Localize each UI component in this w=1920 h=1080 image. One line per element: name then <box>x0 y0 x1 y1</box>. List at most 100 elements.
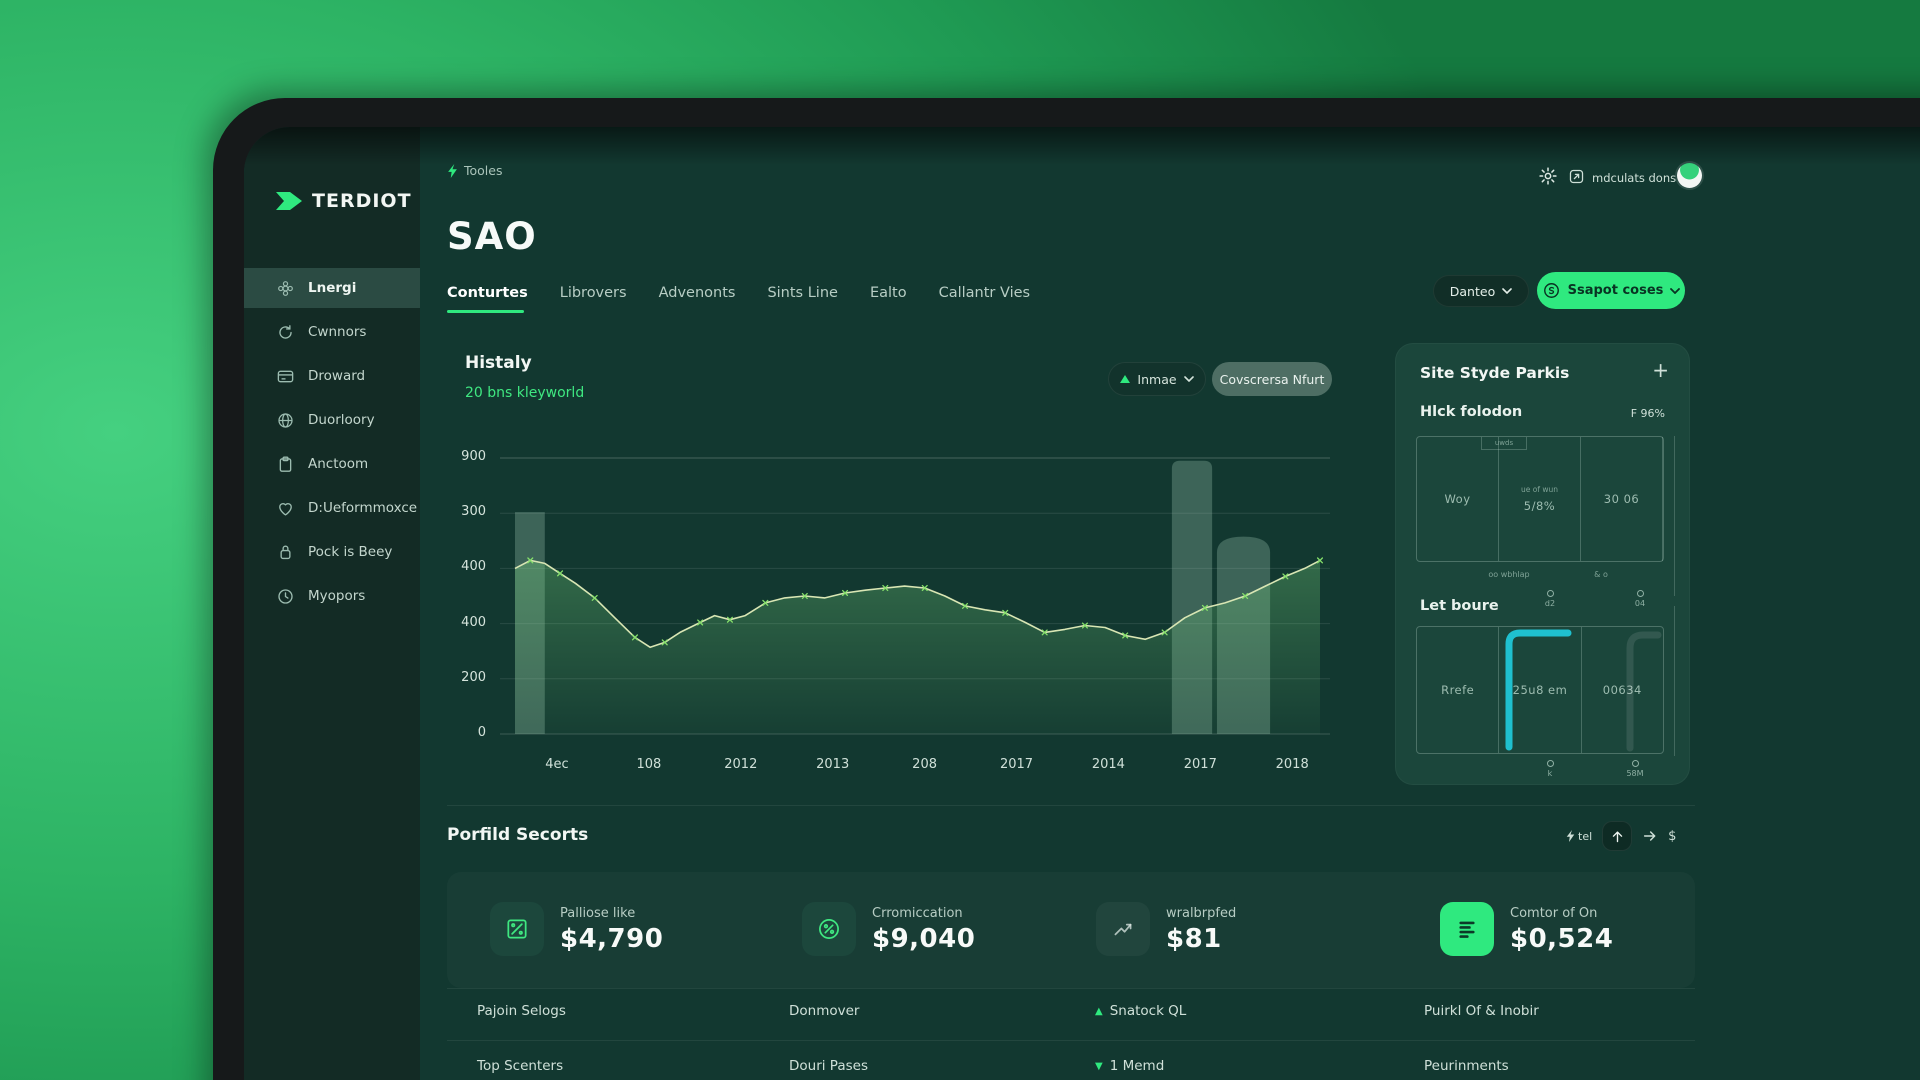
tab-callantr-vies[interactable]: Callantr Vies <box>938 285 1031 301</box>
list-item-peurinments[interactable]: Peurinments <box>1424 1058 1509 1074</box>
list-item-pajoin-selogs[interactable]: Pajoin Selogs <box>477 1003 566 1019</box>
toolbar-filter-label: tel <box>1578 829 1593 843</box>
list-item-label: Snatock QL <box>1109 1003 1187 1019</box>
tab-conturtes[interactable]: Conturtes <box>447 285 528 313</box>
notifications-icon[interactable] <box>1568 168 1585 185</box>
panel-section1-badge: F 96% <box>1630 407 1665 420</box>
coupon-icon <box>490 902 544 956</box>
tab-advenonts[interactable]: Advenonts <box>658 285 736 301</box>
stat-value: $81 <box>1166 924 1222 954</box>
floorplan-cell-label: Woy <box>1444 492 1471 506</box>
list-item-top-scenters[interactable]: Top Scenters <box>477 1058 563 1074</box>
coin-icon <box>1543 283 1559 298</box>
floorplan-cell: Rrefe <box>1417 627 1500 753</box>
card-icon <box>276 366 296 386</box>
x-axis-tick: 208 <box>912 757 937 772</box>
stat-label: Palliose like <box>560 906 636 921</box>
primary-action-button[interactable]: Ssapot coses <box>1537 272 1685 309</box>
percent-circle-icon <box>802 902 856 956</box>
y-axis-tick: 400 <box>461 559 486 575</box>
brand-logo: TERDIOT <box>274 189 412 213</box>
sketch-wall-line <box>1674 606 1675 756</box>
x-axis-tick: 108 <box>636 757 662 772</box>
arrow-right-button[interactable] <box>1642 828 1658 844</box>
sketch-wall-line <box>1674 436 1675 596</box>
list-item-1-memd[interactable]: ▼ 1 Memd <box>1095 1058 1164 1074</box>
chevron-down-icon <box>1183 376 1194 382</box>
sidebar-item-label: Duorloory <box>308 412 375 428</box>
list-item-snatock-ql[interactable]: ▲ Snatock QL <box>1095 1003 1186 1019</box>
sidebar-item-duorloory[interactable]: Duorloory <box>244 400 420 440</box>
clock-icon <box>276 586 296 606</box>
list-item-label: Donmover <box>789 1003 860 1019</box>
stats-section-title: Porfild Secorts <box>447 825 589 845</box>
chevron-down-icon <box>1670 287 1681 294</box>
chart-compare-label: Covscrersa Nfurt <box>1219 371 1325 387</box>
x-axis-tick: 2012 <box>724 757 758 772</box>
floorplan-footnote: & o <box>1594 570 1608 579</box>
user-avatar[interactable] <box>1677 163 1702 188</box>
x-axis-tick: 4ec <box>545 757 569 772</box>
tab-bar: Conturtes Librovers Advenonts Sints Line Eal… <box>447 285 1030 313</box>
list-item-douri-pases[interactable]: Douri Pases <box>789 1058 868 1074</box>
filter-dropdown[interactable]: Danteo <box>1433 275 1529 307</box>
sidebar-item-anctoom[interactable]: Anctoom <box>244 444 420 484</box>
floorplan-footnote: oo wbhlap <box>1488 570 1530 579</box>
stat-label: wralbrpfed <box>1166 906 1237 921</box>
stat-value: $4,790 <box>560 924 664 954</box>
toolbar-filter[interactable]: tel <box>1566 830 1592 843</box>
stat-value: $0,524 <box>1510 924 1614 954</box>
clipboard-icon <box>276 454 296 474</box>
list-item-puirkl-of-inobir[interactable]: Puirkl Of & Inobir <box>1424 1003 1539 1019</box>
chart-title: Histaly <box>465 353 532 373</box>
sidebar-item-label: Pock is Beey <box>308 544 393 560</box>
sidebar-item-pock-is-beey[interactable]: Pock is Beey <box>244 532 420 572</box>
panel-section1-title: Hlck folodon <box>1420 404 1523 420</box>
refresh-icon <box>276 322 296 342</box>
account-label[interactable]: mdculats dons <box>1592 171 1677 185</box>
y-axis-tick: 200 <box>461 669 486 685</box>
map-pin-label: 04 <box>1628 590 1652 608</box>
floorplan-cell-label: 25u8 em <box>1512 683 1568 697</box>
floorplan-cell-label: 30 06 <box>1603 492 1640 506</box>
arrow-trend-icon <box>1096 902 1150 956</box>
filter-dropdown-label: Danteo <box>1449 283 1496 299</box>
map-pin-label: k <box>1538 760 1562 778</box>
tab-ealto[interactable]: Ealto <box>869 285 907 301</box>
floorplan-cell: 00634 <box>1582 627 1663 753</box>
chevron-down-icon <box>1502 288 1513 294</box>
sidebar-item-label: Myopors <box>308 588 366 604</box>
x-axis-tick: 2017 <box>1183 757 1217 772</box>
panel-add-button[interactable]: + <box>1652 358 1669 382</box>
sidebar-item-label: Cwnnors <box>308 324 367 340</box>
floorplan-cell: ue of wun 5/8% <box>1499 437 1581 561</box>
stat-value: $9,040 <box>872 924 976 954</box>
chart-range-dropdown[interactable]: Inmae <box>1108 362 1206 396</box>
stat-card-wralbrpfed: wralbrpfed $81 <box>1096 902 1236 956</box>
stat-card-comtor-of-on: Comtor of On $0,524 <box>1440 902 1613 956</box>
sidebar-item-label: D:Ueformmoxce <box>308 500 418 516</box>
sidebar-item-d-ueformmoxce[interactable]: D:Ueformmoxce <box>244 488 420 528</box>
line-chart <box>500 450 1330 740</box>
arrow-up-icon <box>1612 830 1622 842</box>
y-axis-tick: 300 <box>461 504 486 520</box>
triangle-down-icon: ▼ <box>1095 1060 1103 1072</box>
sidebar-item-droward[interactable]: Droward <box>244 356 420 396</box>
settings-gear-icon[interactable] <box>1538 166 1558 186</box>
currency-button[interactable]: $ <box>1668 828 1677 844</box>
arrow-up-button[interactable] <box>1602 821 1633 851</box>
list-item-donmover[interactable]: Donmover <box>789 1003 859 1019</box>
sidebar-item-cwnnors[interactable]: Cwnnors <box>244 312 420 352</box>
floorplan-cell: 30 06 <box>1581 437 1663 561</box>
sidebar: TERDIOT Lnergi Cwnnors Droward Duorloory Anc… <box>244 127 420 1080</box>
sidebar-item-lnergi[interactable]: Lnergi <box>244 268 420 308</box>
tab-sints-line[interactable]: Sints Line <box>767 285 838 301</box>
lightning-icon <box>448 163 457 178</box>
tab-librovers[interactable]: Librovers <box>559 285 627 301</box>
logo-arrow-icon <box>276 192 302 210</box>
chart-compare-button[interactable]: Covscrersa Nfurt <box>1212 362 1332 396</box>
x-axis-tick: 2018 <box>1275 757 1309 772</box>
sidebar-item-myopors[interactable]: Myopors <box>244 576 420 616</box>
triangle-up-icon: ▲ <box>1095 1005 1103 1017</box>
